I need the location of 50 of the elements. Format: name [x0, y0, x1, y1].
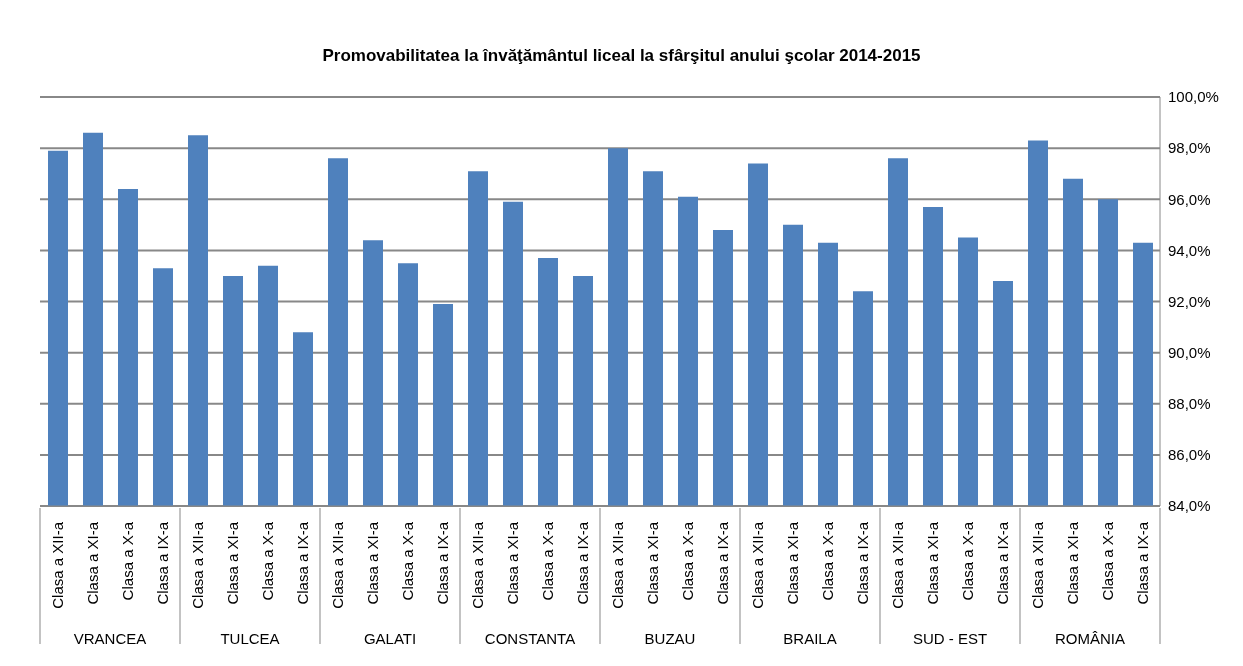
x-tick-label: Clasa a XII-a — [188, 521, 206, 609]
text: BUZAU — [644, 630, 696, 647]
text: SUD - EST — [912, 630, 988, 647]
x-tick-label: Clasa a IX-a — [153, 521, 171, 605]
y-tick-label: 92,0% — [1168, 292, 1211, 310]
x-tick-label: Clasa a IX-a — [573, 521, 591, 605]
chart-title: Promovabilitatea la învăţământul liceal la sfârşitul anului şcolar 2014-2015 — [321, 46, 922, 66]
x-tick-label: Clasa a XI-a — [1063, 521, 1081, 605]
x-tick-label: Clasa a XI-a — [783, 521, 801, 605]
y-tick-label: 100,0% — [1168, 88, 1219, 106]
x-tick-label: Clasa a IX-a — [433, 521, 451, 605]
x-tick-label: Clasa a XII-a — [328, 521, 346, 609]
x-tick-label: Clasa a XI-a — [363, 521, 381, 605]
x-tick-label: Clasa a IX-a — [713, 521, 731, 605]
x-tick-label: Clasa a XI-a — [83, 521, 101, 605]
x-tick-label: Clasa a XII-a — [888, 521, 906, 609]
x-tick-label: Clasa a IX-a — [993, 521, 1011, 605]
x-tick-label: Clasa a X-a — [398, 521, 416, 601]
text: GALATI — [363, 630, 417, 647]
y-tick-label: 94,0% — [1168, 241, 1211, 259]
x-tick-label: Clasa a XII-a — [468, 521, 486, 609]
x-tick-label: Clasa a IX-a — [1133, 521, 1151, 605]
y-tick-label: 96,0% — [1168, 190, 1211, 208]
text: TULCEA — [220, 630, 280, 647]
x-tick-label: Clasa a X-a — [958, 521, 976, 601]
text: CONSTANTA — [484, 630, 576, 647]
text: BRAILA — [783, 630, 837, 647]
x-tick-label: Clasa a XI-a — [643, 521, 661, 605]
x-tick-label: Clasa a XI-a — [923, 521, 941, 605]
x-tick-label: Clasa a X-a — [538, 521, 556, 601]
y-tick-label: 84,0% — [1168, 497, 1211, 515]
y-tick-label: 98,0% — [1168, 139, 1211, 157]
x-tick-label: Clasa a X-a — [818, 521, 836, 601]
x-tick-label: Clasa a XII-a — [1028, 521, 1046, 609]
y-tick-label: 90,0% — [1168, 343, 1211, 361]
x-tick-label: Clasa a X-a — [118, 521, 136, 601]
x-tick-label: Clasa a XI-a — [223, 521, 241, 605]
x-tick-label: Clasa a X-a — [1098, 521, 1116, 601]
x-tick-label: Clasa a XII-a — [748, 521, 766, 609]
x-tick-label: Clasa a X-a — [258, 521, 276, 601]
x-tick-label: Clasa a X-a — [678, 521, 696, 601]
y-tick-label: 88,0% — [1168, 395, 1211, 413]
text: ROMÂNIA — [1054, 630, 1126, 647]
x-tick-label: Clasa a XII-a — [48, 521, 66, 609]
y-tick-label: 86,0% — [1168, 446, 1211, 464]
x-tick-label: Clasa a XI-a — [503, 521, 521, 605]
x-tick-label: Clasa a IX-a — [853, 521, 871, 605]
x-tick-label: Clasa a IX-a — [293, 521, 311, 605]
x-tick-label: Clasa a XII-a — [608, 521, 626, 609]
text: VRANCEA — [73, 630, 147, 647]
